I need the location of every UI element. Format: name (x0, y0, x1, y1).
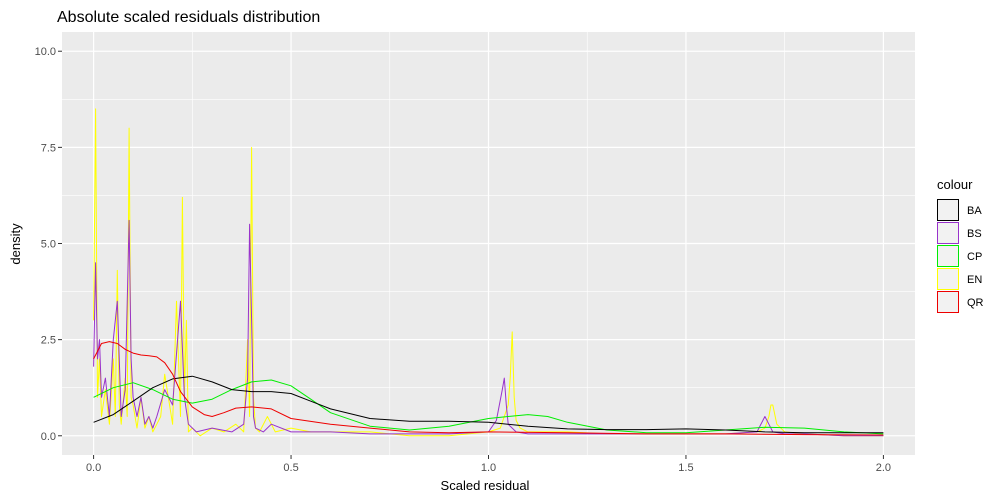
grid-major (62, 32, 915, 455)
y-axis: 0.0 2.5 5.0 7.5 10.0 (35, 46, 62, 443)
legend-title: colour (937, 177, 973, 192)
legend-label-bs: BS (967, 228, 982, 240)
y-tick-label: 2.5 (41, 335, 56, 347)
series-line-bs (93, 219, 884, 437)
x-tick-label: 0.0 (86, 462, 101, 474)
legend-key-bs (937, 222, 959, 244)
x-tick-label: 0.5 (283, 462, 298, 474)
legend-key-cp (937, 245, 959, 267)
legend-label-cp: CP (967, 251, 982, 263)
x-tick-label: 1.0 (481, 462, 496, 474)
series-line-qr (93, 341, 884, 436)
y-tick-label: 7.5 (41, 142, 56, 154)
x-tick-label: 2.0 (876, 462, 891, 474)
legend-key-ba (937, 199, 959, 221)
legend-label-en: EN (967, 274, 982, 286)
x-axis: 0.0 0.5 1.0 1.5 2.0 (86, 455, 891, 474)
legend-key-en (937, 268, 959, 290)
x-axis-title: Scaled residual (441, 478, 530, 493)
legend: colour BA BS CP EN QR (937, 177, 984, 313)
y-tick-label: 0.0 (41, 431, 56, 443)
series-line-ba (93, 375, 884, 434)
x-tick-label: 1.5 (678, 462, 693, 474)
legend-label-qr: QR (967, 297, 984, 309)
chart-title: Absolute scaled residuals distribution (57, 9, 320, 26)
series-layer (93, 108, 884, 437)
series-line-cp (93, 379, 884, 435)
y-axis-title: density (8, 223, 23, 265)
legend-label-ba: BA (967, 205, 982, 217)
y-tick-label: 5.0 (41, 239, 56, 251)
y-tick-label: 10.0 (35, 46, 56, 58)
legend-key-qr (937, 291, 959, 313)
legend-items: BA BS CP EN QR (937, 199, 984, 313)
